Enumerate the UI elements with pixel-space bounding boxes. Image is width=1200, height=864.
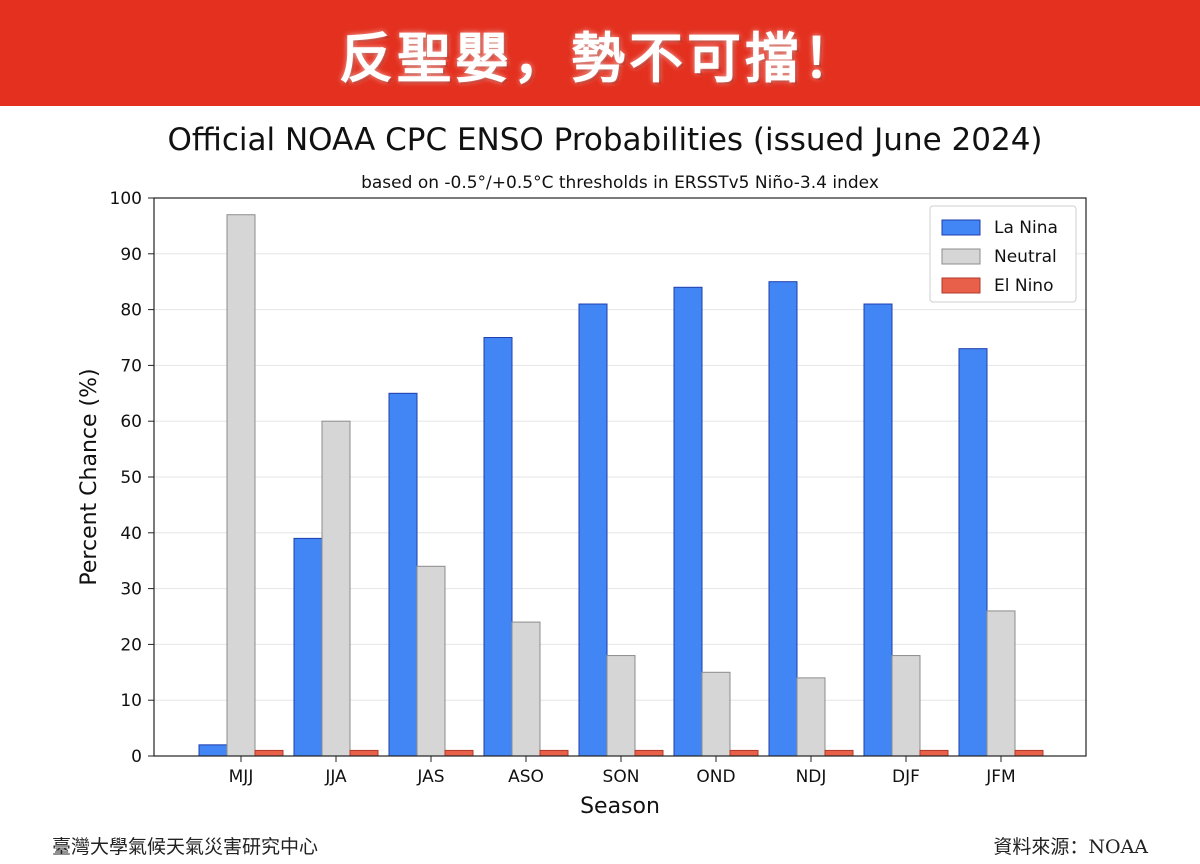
el-nino-bar [824, 749, 854, 757]
x-tick-label: MJJ [229, 767, 254, 787]
y-tick-label: 60 [120, 412, 142, 432]
neutral-bar [226, 214, 256, 757]
y-tick-label: 30 [120, 580, 142, 600]
x-tick-label: OND [696, 767, 735, 787]
x-tick-label: JJA [324, 767, 347, 787]
legend-swatch [941, 277, 981, 294]
footer-data-source: 資料來源：NOAA [993, 836, 1148, 858]
neutral-bar [986, 610, 1016, 757]
footer-source-org: 臺灣大學氣候天氣災害研究中心 [52, 836, 319, 858]
la-nina-bar [578, 303, 608, 757]
legend-swatch [941, 219, 981, 236]
bars [198, 214, 1044, 757]
legend-label: El Nino [994, 276, 1053, 296]
plot-frame [153, 197, 1087, 757]
y-tick-label: 100 [110, 189, 142, 209]
x-tick-label: ASO [508, 767, 544, 787]
la-nina-bar [768, 281, 798, 757]
x-tick-label: NDJ [796, 767, 827, 787]
neutral-bar [701, 671, 731, 757]
chart-title: Official NOAA CPC ENSO Probabilities (is… [167, 122, 1042, 158]
el-nino-bar [729, 749, 759, 757]
neutral-bar [511, 621, 541, 757]
banner-title: 反聖嬰，勢不可擋！ [339, 26, 861, 90]
y-tick-label: 70 [120, 356, 142, 376]
x-tick-label: SON [603, 767, 640, 787]
legend-label: Neutral [994, 247, 1057, 267]
neutral-bar [606, 655, 636, 757]
chart-subtitle: based on -0.5°/+0.5°C thresholds in ERSS… [361, 173, 879, 193]
neutral-bar [321, 420, 351, 757]
axes: 0 10 20 30 40 50 60 70 80 90 100 MJJ JJA JAS ASO SON OND… [110, 189, 1087, 787]
y-tick-label: 0 [131, 747, 142, 767]
x-tick-label: DJF [892, 767, 920, 787]
y-tick-label: 10 [120, 691, 142, 711]
neutral-bar [891, 655, 921, 757]
la-nina-bar [673, 286, 703, 757]
la-nina-bar [293, 537, 323, 757]
el-nino-bar [919, 749, 949, 757]
y-axis-label: Percent Chance (%) [77, 368, 102, 585]
y-tick-label: 80 [120, 301, 142, 321]
el-nino-bar [254, 749, 284, 757]
el-nino-bar [1014, 749, 1044, 757]
x-axis-label: Season [580, 794, 660, 819]
la-nina-bar [483, 337, 513, 757]
neutral-bar [416, 565, 446, 757]
legend-swatch [941, 248, 981, 265]
y-tick-label: 20 [120, 635, 142, 655]
x-tick-label: JFM [985, 767, 1015, 787]
y-tick-label: 40 [120, 524, 142, 544]
el-nino-bar [539, 749, 569, 757]
el-nino-bar [634, 749, 664, 757]
y-tick-label: 50 [120, 468, 142, 488]
legend-label: La Nina [994, 218, 1058, 238]
y-tick-label: 90 [120, 245, 142, 265]
el-nino-bar [349, 749, 379, 757]
legend: La Nina Neutral El Nino [929, 205, 1077, 303]
x-tick-label: JAS [416, 767, 444, 787]
neutral-bar [796, 677, 826, 757]
la-nina-bar [863, 303, 893, 757]
la-nina-bar [198, 744, 228, 757]
la-nina-bar [958, 348, 988, 757]
enso-bar-chart: Official NOAA CPC ENSO Probabilities (is… [0, 106, 1200, 826]
la-nina-bar [388, 392, 418, 757]
el-nino-bar [444, 749, 474, 757]
banner: 反聖嬰，勢不可擋！ [0, 0, 1200, 106]
